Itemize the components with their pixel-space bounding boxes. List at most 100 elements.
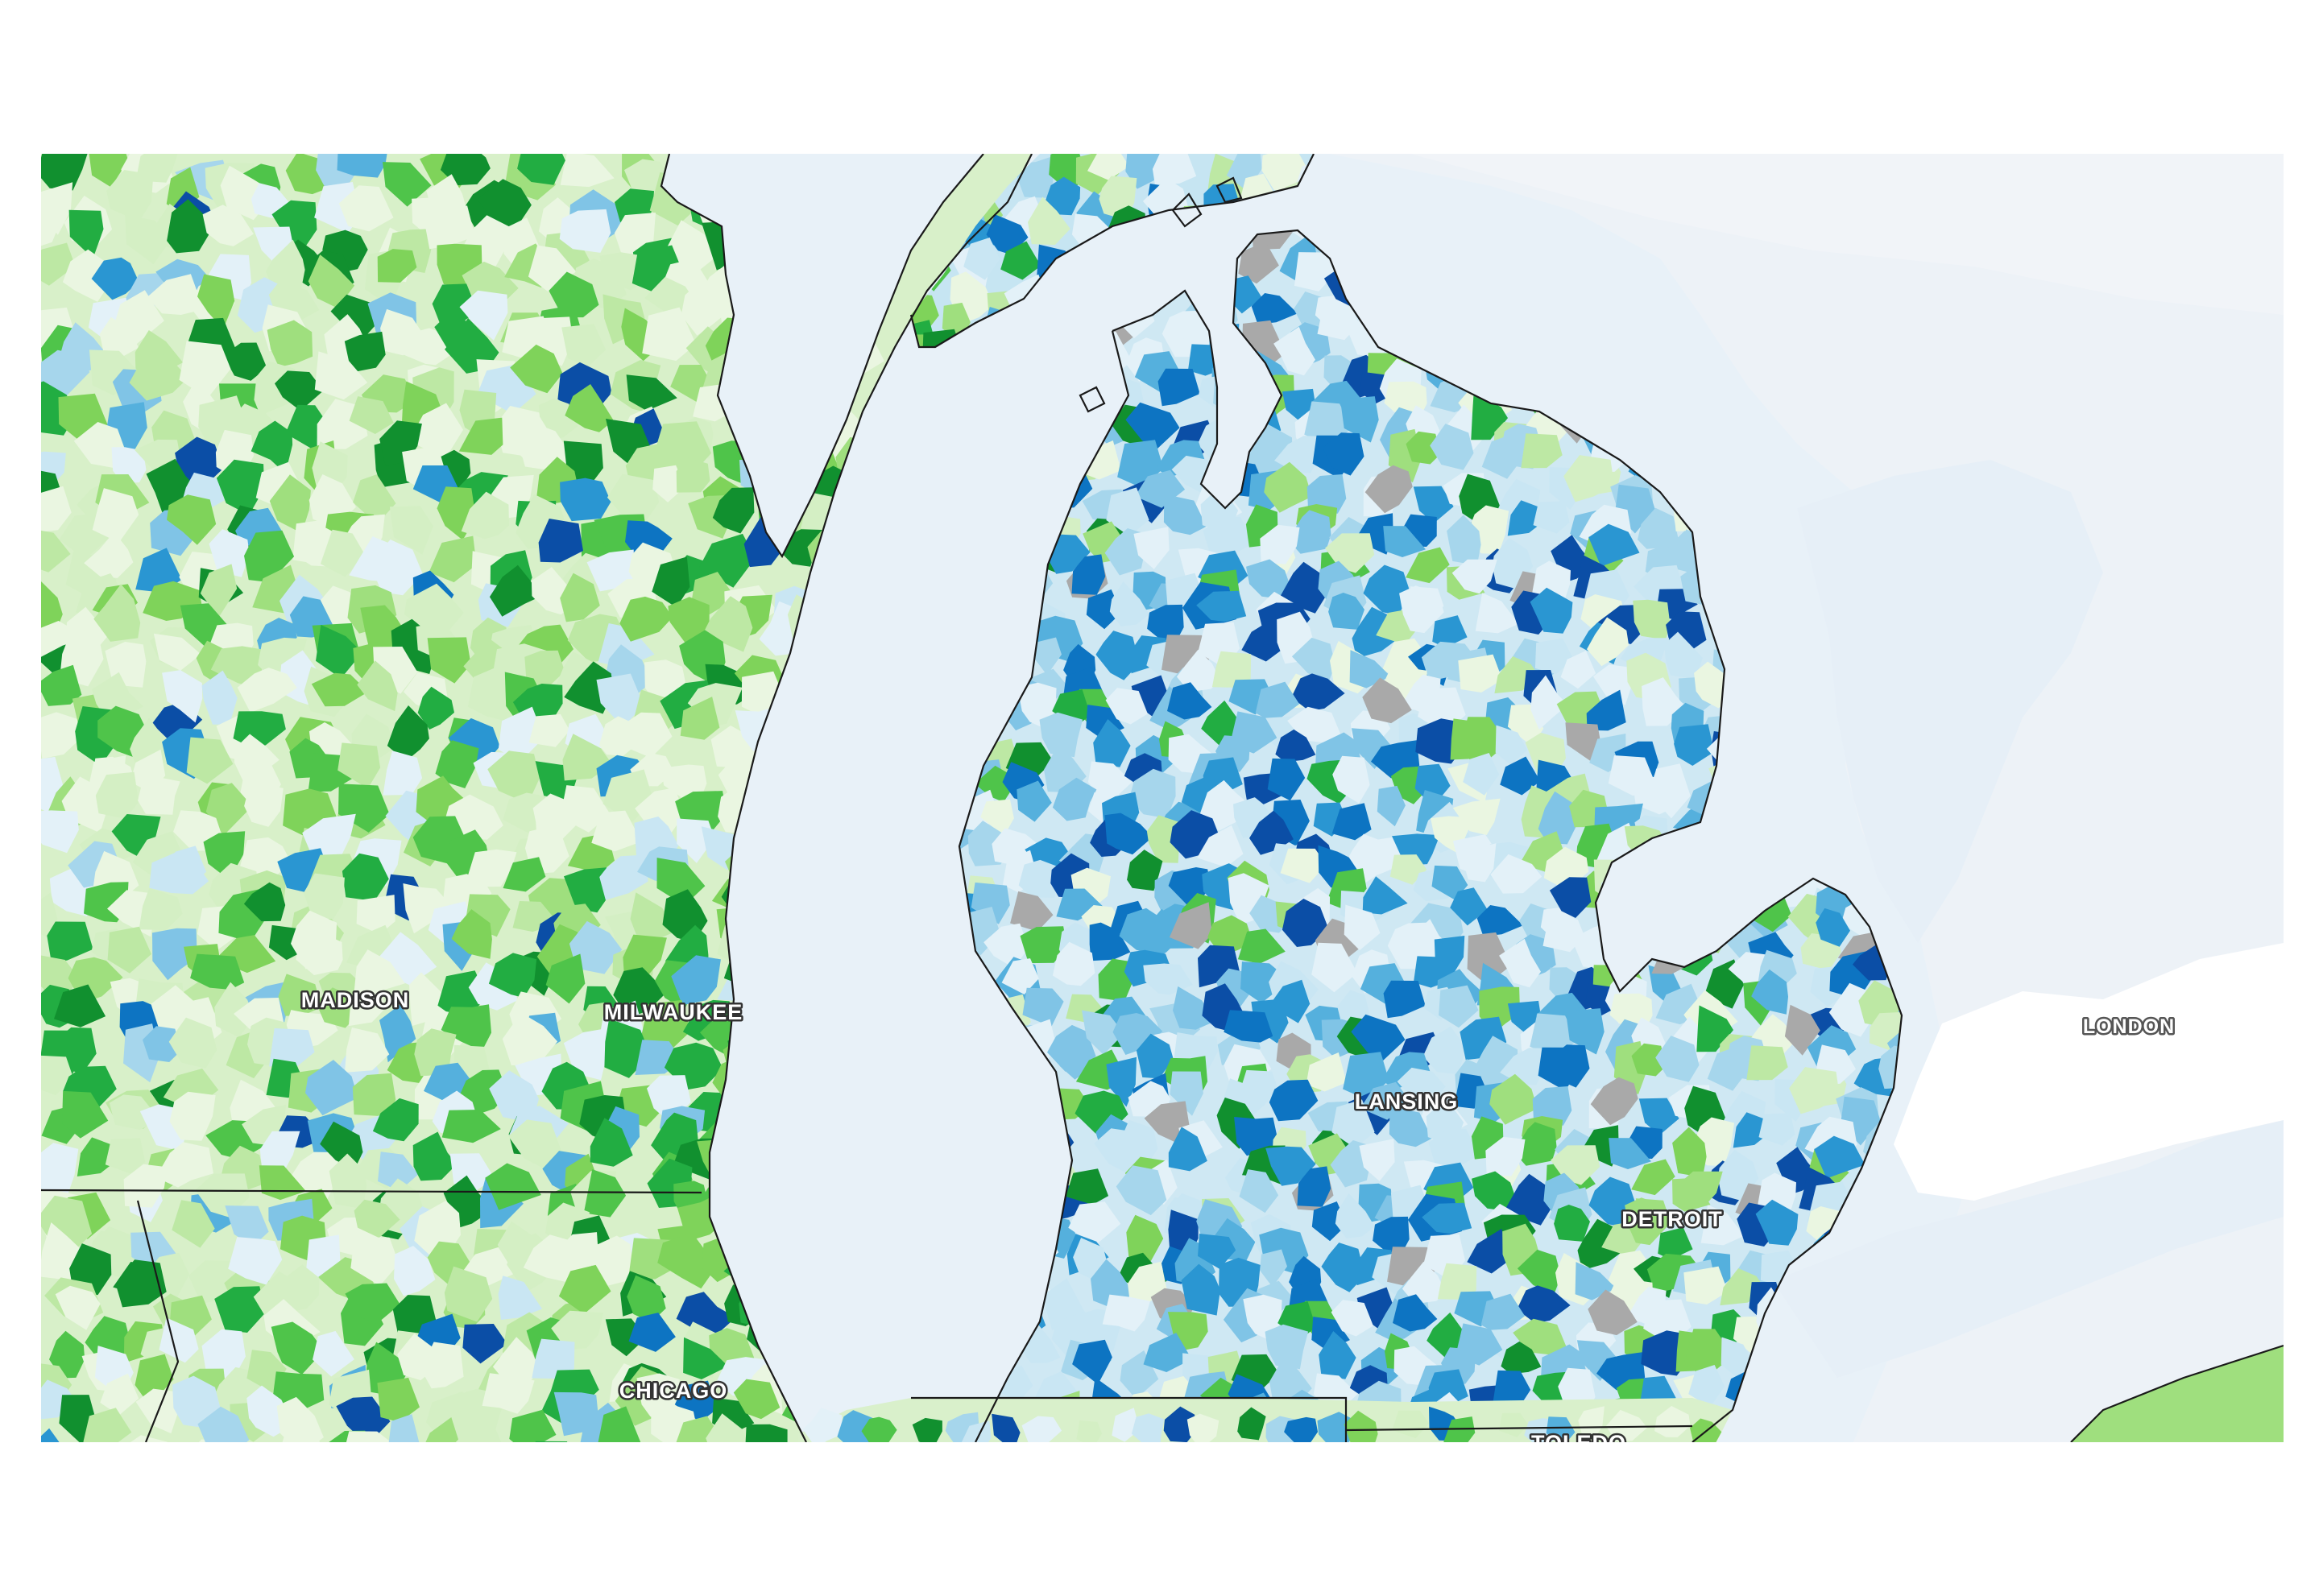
- county-cell-mi[interactable]: [1814, 1135, 1865, 1179]
- county-cell-mi[interactable]: [1359, 1139, 1395, 1181]
- county-cell-mi[interactable]: [1102, 1294, 1150, 1332]
- county-cell-wi[interactable]: [517, 154, 565, 185]
- county-cell-wi[interactable]: [197, 274, 235, 329]
- county-cell-wi[interactable]: [414, 1201, 461, 1255]
- county-cell-wi[interactable]: [168, 1017, 217, 1069]
- county-cell-wi[interactable]: [201, 670, 238, 725]
- county-cell-mi[interactable]: [1533, 501, 1570, 534]
- county-cell-wi[interactable]: [91, 257, 139, 300]
- county-cell-up[interactable]: [1152, 154, 1197, 185]
- county-cell-wi[interactable]: [337, 742, 381, 789]
- county-cell-wi[interactable]: [311, 672, 369, 707]
- county-cell-wi[interactable]: [214, 1286, 266, 1333]
- county-cell-wi[interactable]: [350, 1237, 400, 1286]
- county-cell-wi[interactable]: [152, 928, 197, 981]
- county-cell-wi[interactable]: [344, 331, 386, 373]
- county-cell-mi[interactable]: [1451, 559, 1497, 594]
- choropleth-map[interactable]: MADISON MILWAUKEE CHICAGO LANSING DETROI…: [41, 154, 2284, 1442]
- county-cell-wi[interactable]: [563, 440, 603, 493]
- county-cell-mi[interactable]: [1565, 1008, 1605, 1055]
- county-cell-wi[interactable]: [68, 209, 104, 258]
- county-cell-mi[interactable]: [1530, 675, 1568, 730]
- county-cell-south[interactable]: [1186, 1413, 1219, 1442]
- county-cell-mi[interactable]: [1432, 615, 1468, 648]
- county-cell-mi[interactable]: [1548, 1044, 1590, 1088]
- county-cell-wi[interactable]: [105, 1138, 146, 1174]
- county-cell-mi[interactable]: [1664, 631, 1703, 680]
- county-cell-mi[interactable]: [1489, 1073, 1538, 1125]
- county-cell-mi[interactable]: [1291, 673, 1345, 712]
- county-cell-wi[interactable]: [155, 1142, 214, 1188]
- county-cell-wi[interactable]: [223, 342, 267, 381]
- county-cell-mi[interactable]: [1112, 1013, 1163, 1055]
- county-cell-wi[interactable]: [441, 1110, 501, 1143]
- county-cell-mi[interactable]: [1625, 1197, 1670, 1246]
- county-cell-wi[interactable]: [356, 895, 395, 935]
- county-cell-wi[interactable]: [435, 740, 479, 788]
- county-cell-mi[interactable]: [1323, 432, 1364, 476]
- county-cell-wi[interactable]: [370, 540, 423, 596]
- county-cell-wi[interactable]: [387, 1414, 420, 1442]
- county-cell-mi[interactable]: [1683, 1329, 1733, 1379]
- county-cell-mi[interactable]: [1683, 1266, 1729, 1305]
- county-cell-mi[interactable]: [1505, 1173, 1555, 1226]
- county-cell-wi[interactable]: [560, 154, 615, 188]
- county-cell-wi[interactable]: [640, 999, 691, 1053]
- county-cell-mi[interactable]: [1163, 496, 1207, 535]
- county-cell-wi[interactable]: [408, 403, 463, 459]
- county-cell-wi[interactable]: [337, 154, 390, 178]
- county-cell-mi[interactable]: [1306, 1052, 1347, 1092]
- county-cell-mi[interactable]: [1351, 1014, 1406, 1062]
- county-cell-wi[interactable]: [656, 858, 706, 906]
- county-cell-wi[interactable]: [377, 249, 417, 283]
- county-cell-mi[interactable]: [1588, 523, 1640, 567]
- county-cell-wi[interactable]: [403, 883, 450, 934]
- county-cell-mi[interactable]: [1294, 252, 1335, 291]
- county-cell-up[interactable]: [1087, 154, 1130, 180]
- county-cell-mi[interactable]: [1587, 617, 1629, 667]
- county-cell-mi[interactable]: [1609, 1138, 1651, 1169]
- county-cell-wi[interactable]: [296, 936, 343, 975]
- county-cell-south[interactable]: [802, 1408, 843, 1442]
- county-cell-mi[interactable]: [1439, 985, 1479, 1028]
- county-cell-wi[interactable]: [569, 920, 623, 974]
- county-cell-wi[interactable]: [111, 447, 147, 483]
- county-cell-wi[interactable]: [41, 810, 79, 854]
- county-cell-mi[interactable]: [1447, 515, 1481, 566]
- county-cell-wi[interactable]: [167, 494, 217, 545]
- county-cell-wi[interactable]: [619, 596, 673, 642]
- county-cell-up[interactable]: [1045, 176, 1081, 216]
- county-cell-wi[interactable]: [449, 1425, 507, 1442]
- county-cell-mi[interactable]: [1136, 1033, 1174, 1079]
- county-cell-mi[interactable]: [1721, 1337, 1754, 1377]
- county-cell-mi[interactable]: [1133, 527, 1170, 569]
- county-cell-wi[interactable]: [205, 783, 253, 836]
- county-cell-mi[interactable]: [1563, 455, 1615, 502]
- county-cell-wi[interactable]: [627, 1275, 666, 1323]
- county-cell-wi[interactable]: [89, 154, 129, 188]
- county-cell-wi[interactable]: [441, 1004, 491, 1052]
- county-cell-mi[interactable]: [1500, 1048, 1546, 1085]
- county-cell-wi[interactable]: [377, 1377, 420, 1423]
- county-cell-wi[interactable]: [508, 1119, 564, 1170]
- county-cell-mi[interactable]: [1274, 436, 1320, 473]
- county-cell-wi[interactable]: [271, 200, 317, 246]
- county-cell-wi[interactable]: [532, 1338, 575, 1379]
- county-cell-mi[interactable]: [1633, 599, 1671, 640]
- county-cell-wi[interactable]: [666, 220, 718, 275]
- county-cell-south[interactable]: [1237, 1407, 1266, 1441]
- county-cell-mi[interactable]: [1364, 465, 1413, 514]
- county-cell-mi[interactable]: [1197, 825, 1244, 867]
- county-cell-wi[interactable]: [651, 1404, 698, 1442]
- county-cell-mi[interactable]: [1269, 979, 1311, 1023]
- county-cell-south[interactable]: [1578, 1406, 1605, 1437]
- county-cell-mi[interactable]: [1280, 848, 1327, 883]
- county-cell-wi[interactable]: [558, 1232, 598, 1274]
- county-cell-wi[interactable]: [308, 254, 355, 308]
- county-cell-mi[interactable]: [1241, 616, 1284, 662]
- county-cell-wi[interactable]: [41, 1143, 79, 1197]
- county-cell-wi[interactable]: [642, 307, 697, 362]
- county-cell-wi[interactable]: [41, 486, 72, 534]
- county-cell-wi[interactable]: [115, 1259, 167, 1308]
- county-cell-mi[interactable]: [1362, 876, 1408, 915]
